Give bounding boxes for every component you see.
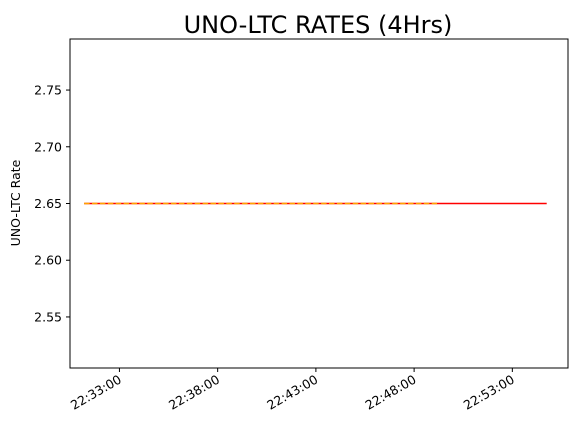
y-tick-label: 2.55 xyxy=(34,309,62,324)
y-tick-label: 2.75 xyxy=(34,83,62,98)
y-tick-label: 2.60 xyxy=(34,253,62,268)
x-tick-label: 22:38:00 xyxy=(166,372,222,413)
y-axis: 2.55 2.60 2.65 2.70 2.75 xyxy=(34,83,70,324)
y-tick-label: 2.65 xyxy=(34,196,62,211)
x-tick-label: 22:43:00 xyxy=(264,372,320,413)
x-axis: 22:33:00 22:38:00 22:43:00 22:48:00 22:53:00 xyxy=(68,368,517,413)
x-tick-label: 22:53:00 xyxy=(461,372,517,413)
x-tick-label: 22:33:00 xyxy=(68,372,124,413)
y-tick-label: 2.70 xyxy=(34,139,62,154)
x-tick-label: 22:48:00 xyxy=(362,372,418,413)
y-axis-label: UNO-LTC Rate xyxy=(8,159,23,246)
chart-title: UNO-LTC RATES (4Hrs) xyxy=(184,11,453,39)
